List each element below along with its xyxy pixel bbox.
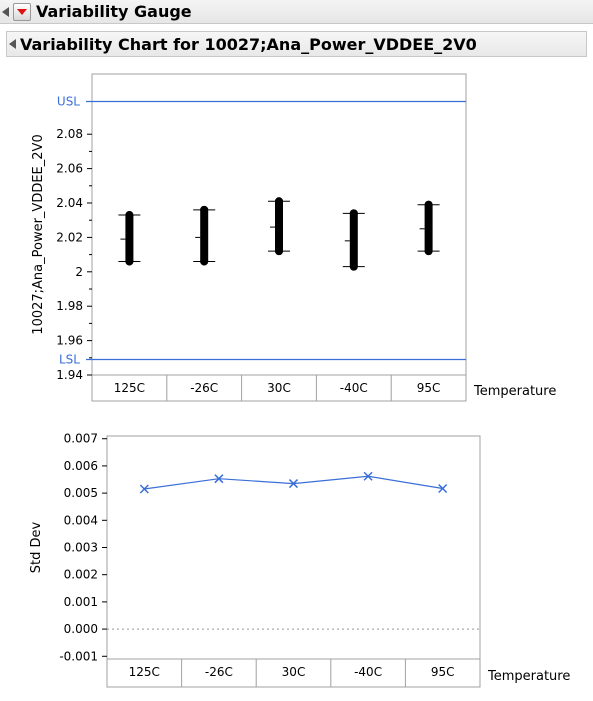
outline-collapse-icon[interactable] <box>2 6 9 17</box>
x-tick-label: 125C <box>114 381 145 395</box>
max-point <box>349 209 358 218</box>
x-marker <box>363 471 373 481</box>
variability-chart-header[interactable]: Variability Chart for 10027;Ana_Power_VD… <box>6 31 587 57</box>
y-tick-label: 1.94 <box>56 368 83 382</box>
std-dev-chart: -0.001 0.000 0.001 0.002 0.003 0.004 0.005 0.00… <box>29 432 570 688</box>
group-0 <box>118 211 141 266</box>
y-tick-label: 2.02 <box>56 230 83 244</box>
variability-chart: USL LSL 1.94 1.96 1.98 2 2.02 2.04 2.06 2.08 125… <box>31 73 556 402</box>
x-tick-label: 30C <box>282 665 306 679</box>
y-axis-title: Std Dev <box>29 521 44 573</box>
y-tick-label: 2.08 <box>56 127 83 141</box>
spec-label-usl: USL <box>57 95 80 109</box>
min-point <box>275 247 283 256</box>
y-tick-label: 2 <box>75 265 83 279</box>
y-axis: -0.001 0.000 0.001 0.002 0.003 0.004 0.005 0.00… <box>59 432 107 663</box>
group-4 <box>417 200 440 256</box>
x-tick-label: 95C <box>431 665 455 679</box>
std-dev-point-0 <box>139 484 149 494</box>
x-marker <box>214 474 224 484</box>
x-axis: 125C -26C 30C -40C 95C <box>107 658 480 687</box>
x-tick-label: -26C <box>190 381 218 395</box>
spec-lines: USL LSL <box>57 95 466 367</box>
y-tick-label: 1.98 <box>56 299 83 313</box>
y-tick-label: 0.003 <box>64 541 98 555</box>
group-1 <box>193 205 216 266</box>
y-axis: 1.94 1.96 1.98 2 2.02 2.04 2.06 2.08 <box>56 127 92 382</box>
x-tick-label: 125C <box>129 665 160 679</box>
x-axis-title: Temperature <box>473 384 556 399</box>
outline-title: Variability Gauge <box>36 2 192 21</box>
x-tick-label: -40C <box>354 665 382 679</box>
std-dev-point-2 <box>288 479 299 489</box>
x-tick-label: 30C <box>267 381 291 395</box>
y-tick-label: 1.96 <box>56 334 83 348</box>
std-dev-point-3 <box>363 471 373 481</box>
x-marker <box>288 479 299 489</box>
outline-collapse-icon[interactable] <box>9 39 16 49</box>
max-point <box>275 197 283 206</box>
y-tick-label: 0.000 <box>64 622 98 636</box>
outline-subtitle: Variability Chart for 10027;Ana_Power_VD… <box>20 34 477 54</box>
x-axis-title: Temperature <box>487 669 570 684</box>
red-triangle-menu-icon[interactable] <box>13 2 31 21</box>
spec-label-lsl: LSL <box>59 353 80 367</box>
group-2 <box>268 197 290 256</box>
max-point <box>200 205 209 214</box>
y-tick-label: -0.001 <box>59 649 98 663</box>
x-marker <box>139 484 149 494</box>
variability-gauge-header[interactable]: Variability Gauge <box>0 0 593 24</box>
data-groups <box>118 197 440 271</box>
x-tick-label: -40C <box>340 381 368 395</box>
x-marker <box>438 483 448 494</box>
min-point <box>349 262 358 271</box>
y-tick-label: 0.001 <box>64 595 98 609</box>
group-3 <box>342 209 365 271</box>
y-tick-label: 0.007 <box>64 432 98 446</box>
std-dev-point-4 <box>438 483 448 494</box>
x-tick-label: -26C <box>205 665 233 679</box>
min-point <box>125 257 134 266</box>
min-point <box>200 257 209 266</box>
std-dev-plot-frame <box>106 435 481 688</box>
std-dev-point-1 <box>214 474 224 484</box>
y-axis-title: 10027;Ana_Power_VDDEE_2V0 <box>31 134 46 334</box>
max-point <box>424 200 433 209</box>
y-tick-label: 0.004 <box>64 513 98 527</box>
y-tick-label: 0.005 <box>64 486 98 500</box>
y-tick-label: 2.06 <box>56 162 83 176</box>
y-tick-label: 2.04 <box>56 196 83 210</box>
std-dev-series <box>139 471 448 494</box>
y-tick-label: 0.002 <box>64 568 98 582</box>
y-tick-label: 0.006 <box>64 459 98 473</box>
x-tick-label: 95C <box>417 381 441 395</box>
min-point <box>424 247 433 256</box>
x-axis: 125C -26C 30C -40C 95C <box>92 374 466 401</box>
max-point <box>125 211 134 220</box>
